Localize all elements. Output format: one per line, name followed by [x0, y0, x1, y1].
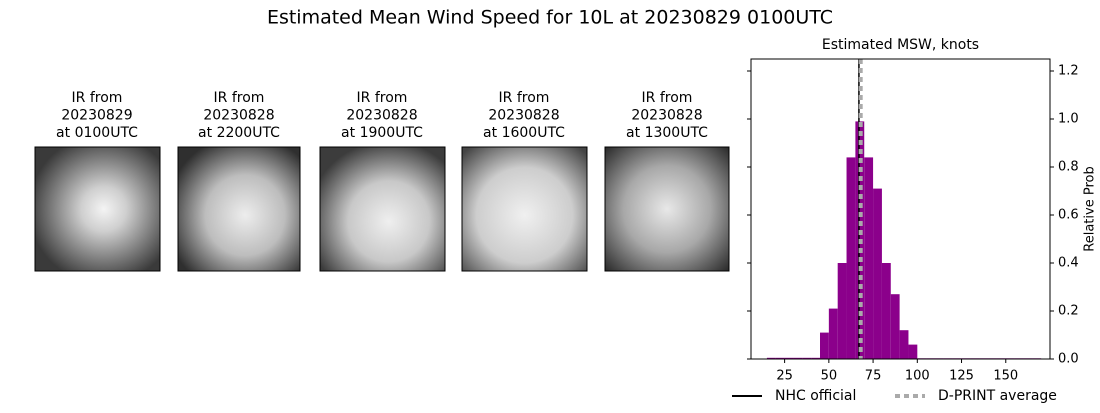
- x-tick-label: 100: [905, 369, 930, 384]
- y-tick-label: 0.4: [1058, 256, 1079, 271]
- figure-title: Estimated Mean Wind Speed for 10L at 202…: [267, 7, 833, 29]
- y-tick-label: 0.8: [1058, 160, 1079, 175]
- image-caption: at 0100UTC: [56, 125, 138, 141]
- x-tick-label: 50: [821, 369, 838, 384]
- ir-image: [34, 146, 161, 272]
- bar: [873, 188, 882, 359]
- legend-label: D-PRINT average: [938, 388, 1057, 404]
- bar: [837, 263, 847, 359]
- y-tick-label: 1.2: [1058, 64, 1079, 79]
- bar: [784, 357, 794, 359]
- bar: [766, 357, 776, 359]
- bar: [846, 157, 856, 359]
- bar: [820, 332, 829, 359]
- image-caption: at 1900UTC: [341, 125, 423, 141]
- ir-image: [461, 146, 588, 272]
- plot-frame: [750, 58, 1051, 360]
- ir-image: [177, 146, 301, 272]
- image-caption: IR from: [214, 90, 265, 106]
- ir-image: [604, 146, 730, 272]
- bar: [908, 344, 918, 359]
- image-caption: IR from: [72, 90, 123, 106]
- bar: [828, 308, 838, 359]
- y-axis-label: Relative Prob: [1083, 166, 1098, 251]
- legend-label: NHC official: [775, 388, 856, 404]
- image-panels: [34, 146, 730, 272]
- y-tick-label: 0.0: [1058, 352, 1079, 367]
- image-caption: at 1600UTC: [483, 125, 565, 141]
- x-tick-label: 150: [993, 369, 1018, 384]
- image-caption: IR from: [357, 90, 408, 106]
- image-caption: 20230828: [203, 108, 274, 124]
- bar: [899, 330, 909, 359]
- bar: [802, 357, 812, 359]
- ir-image: [319, 146, 446, 272]
- image-caption: IR from: [642, 90, 693, 106]
- image-caption: IR from: [499, 90, 550, 106]
- image-caption: at 2200UTC: [198, 125, 280, 141]
- plot-title: Estimated MSW, knots: [822, 37, 979, 53]
- bar: [811, 357, 820, 359]
- image-caption: 20230828: [346, 108, 417, 124]
- bar: [775, 357, 785, 359]
- image-caption: at 1300UTC: [626, 125, 708, 141]
- y-tick-label: 0.6: [1058, 208, 1079, 223]
- x-tick-label: 25: [776, 369, 793, 384]
- x-tick-label: 75: [865, 369, 882, 384]
- y-tick-label: 0.2: [1058, 304, 1079, 319]
- y-tick-label: 1.0: [1058, 112, 1079, 127]
- x-tick-label: 125: [949, 369, 974, 384]
- image-caption: 20230828: [631, 108, 702, 124]
- image-caption: 20230829: [61, 108, 132, 124]
- bar: [864, 157, 874, 359]
- image-caption: 20230828: [488, 108, 559, 124]
- bar: [793, 357, 803, 359]
- bar: [890, 294, 900, 359]
- bar: [881, 263, 891, 359]
